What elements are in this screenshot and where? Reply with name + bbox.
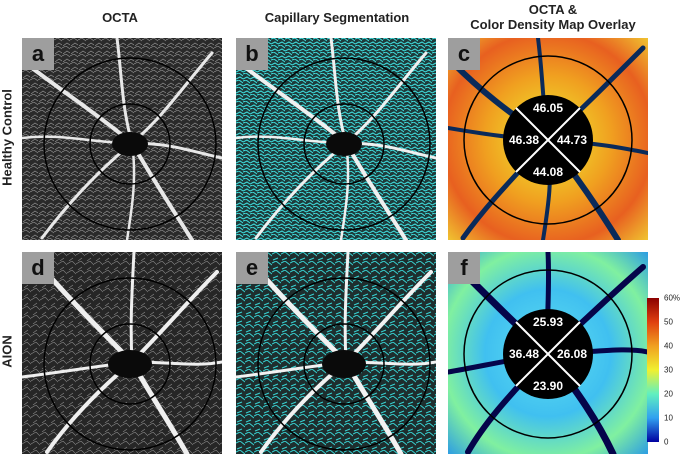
segmentation-image-healthy <box>236 38 436 240</box>
colorbar-tick-label: 30 <box>664 365 673 375</box>
panel-letter-e: e <box>236 252 268 284</box>
column-title-density-map-line2: Color Density Map Overlay <box>470 17 636 32</box>
column-title-octa: OCTA <box>102 10 138 25</box>
density-map-healthy <box>448 38 648 240</box>
density-value-left: 36.48 <box>508 347 540 361</box>
panel-letter-c: c <box>448 38 480 70</box>
panel-letter-d: d <box>22 252 54 284</box>
density-value-bottom: 44.08 <box>532 165 564 179</box>
colorbar-tick-label: 20 <box>664 389 673 399</box>
panel-d-octa-aion: d <box>22 252 222 454</box>
panel-f-density-map-aion: 25.93 36.48 26.08 23.90 f <box>448 252 648 454</box>
density-value-left: 46.38 <box>508 133 540 147</box>
density-value-top: 25.93 <box>532 315 564 329</box>
panel-e-segmentation-aion: e <box>236 252 436 454</box>
colorbar-tick-label: 0 <box>664 437 669 447</box>
density-value-top: 46.05 <box>532 101 564 115</box>
panel-letter-a: a <box>22 38 54 70</box>
density-value-bottom: 23.90 <box>532 379 564 393</box>
octa-image-healthy <box>22 38 222 240</box>
row-label-healthy-control: Healthy Control <box>0 89 15 186</box>
density-map-aion <box>448 252 648 454</box>
colorbar-tick-label: 10 <box>664 413 673 423</box>
panel-a-octa-healthy: a <box>22 38 222 240</box>
colorbar <box>647 298 659 442</box>
column-title-density-map-line1: OCTA & <box>528 2 578 17</box>
panel-b-segmentation-healthy: b <box>236 38 436 240</box>
segmentation-image-aion <box>236 252 436 454</box>
colorbar-tick-label: 50 <box>664 317 673 327</box>
density-value-right: 44.73 <box>556 133 588 147</box>
colorbar-tick-label: 60% <box>664 293 681 303</box>
panel-letter-b: b <box>236 38 268 70</box>
row-label-aion: AION <box>0 335 15 368</box>
column-title-capillary-segmentation: Capillary Segmentation <box>264 10 410 25</box>
density-value-right: 26.08 <box>556 347 588 361</box>
panel-c-density-map-healthy: 46.05 46.38 44.73 44.08 c <box>448 38 648 240</box>
panel-letter-f: f <box>448 252 480 284</box>
colorbar-tick-label: 40 <box>664 341 673 351</box>
